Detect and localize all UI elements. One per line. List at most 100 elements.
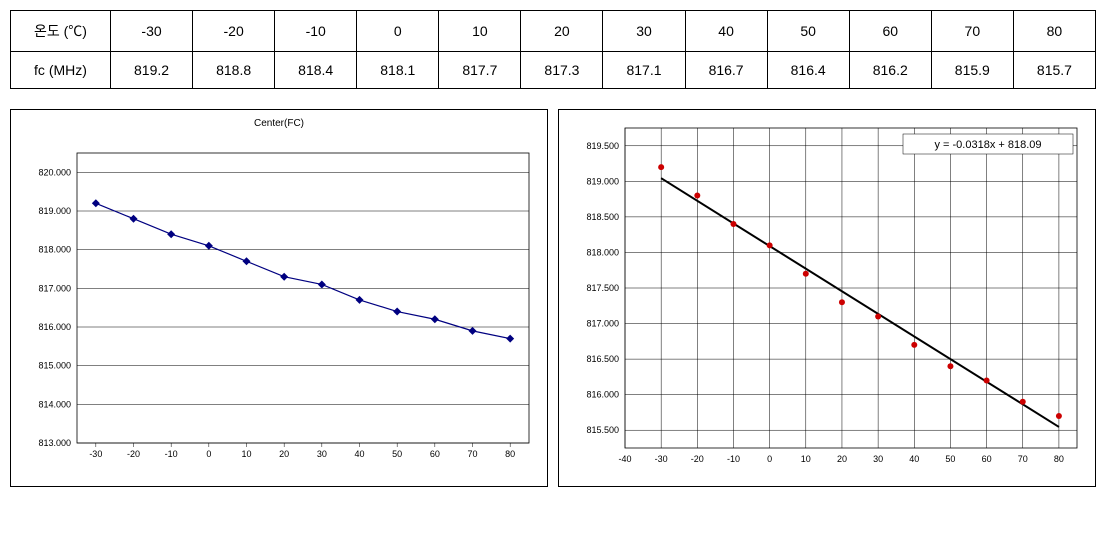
table-cell: 815.7 [1013,52,1095,89]
chart-right-marker [658,164,664,170]
chart-right: 815.500 816.000 816.500 817.000 817.500 818.0… [567,118,1087,478]
svg-text:50: 50 [945,454,955,464]
chart-left-marker [167,230,175,238]
svg-text:70: 70 [1018,454,1028,464]
svg-text:-10: -10 [165,449,178,459]
svg-text:0: 0 [767,454,772,464]
charts-row: Center(FC) 813.000814.000815.000816.0008… [10,109,1096,487]
table-header-cell: -10 [275,11,357,52]
chart-left-marker [130,215,138,223]
svg-text:817.000: 817.000 [38,283,71,293]
chart-right-marker [911,342,917,348]
chart-left-marker [280,273,288,281]
svg-text:60: 60 [430,449,440,459]
chart-right-marker [730,221,736,227]
table-cell: 818.8 [193,52,275,89]
table-header-cell: 30 [603,11,685,52]
table-cell: 818.1 [357,52,439,89]
table-cell: 816.4 [767,52,849,89]
svg-text:-40: -40 [618,454,631,464]
table-cell: 817.3 [521,52,603,89]
svg-text:80: 80 [505,449,515,459]
table-header-cell: 60 [849,11,931,52]
chart-right-marker [803,271,809,277]
table-cell: 816.7 [685,52,767,89]
chart-left-marker [393,308,401,316]
svg-text:816.500: 816.500 [586,354,619,364]
svg-text:816.000: 816.000 [586,390,619,400]
table-cell: 819.2 [111,52,193,89]
table-cell: 817.1 [603,52,685,89]
svg-text:0: 0 [206,449,211,459]
table-header-cell: 80 [1013,11,1095,52]
table-cell: 816.2 [849,52,931,89]
svg-text:-30: -30 [655,454,668,464]
svg-text:818.000: 818.000 [586,247,619,257]
chart-right-marker [1020,399,1026,405]
table-header-label: 온도 (℃) [11,11,111,52]
svg-text:60: 60 [982,454,992,464]
svg-text:818.500: 818.500 [586,212,619,222]
svg-text:819.000: 819.000 [38,206,71,216]
chart-left-marker [506,335,514,343]
table-header-cell: 70 [931,11,1013,52]
chart-right-box: 815.500 816.000 816.500 817.000 817.500 818.0… [558,109,1096,487]
svg-text:50: 50 [392,449,402,459]
svg-text:818.000: 818.000 [38,245,71,255]
chart-left-marker [92,199,100,207]
svg-text:40: 40 [354,449,364,459]
chart-right-marker [984,377,990,383]
chart-right-marker [767,242,773,248]
svg-text:-10: -10 [727,454,740,464]
chart-left-marker [205,242,213,250]
svg-text:815.000: 815.000 [38,361,71,371]
table-header-cell: 50 [767,11,849,52]
chart-left-marker [243,257,251,265]
chart-left-box: Center(FC) 813.000814.000815.000816.0008… [10,109,548,487]
svg-text:820.000: 820.000 [38,167,71,177]
svg-text:814.000: 814.000 [38,399,71,409]
table-header-cell: -20 [193,11,275,52]
svg-text:819.000: 819.000 [586,176,619,186]
svg-text:816.000: 816.000 [38,322,71,332]
chart-left-marker [431,315,439,323]
svg-text:-20: -20 [691,454,704,464]
chart-right-marker [839,299,845,305]
svg-text:20: 20 [837,454,847,464]
chart-left-marker [318,280,326,288]
table-header-cell: -30 [111,11,193,52]
svg-text:30: 30 [317,449,327,459]
svg-text:10: 10 [801,454,811,464]
chart-left: 813.000 814.000 815.000 816.000 817.000 818.0… [19,133,539,473]
chart-left-marker [356,296,364,304]
table-row-label: fc (MHz) [11,52,111,89]
svg-text:30: 30 [873,454,883,464]
svg-text:817.000: 817.000 [586,319,619,329]
svg-text:40: 40 [909,454,919,464]
svg-text:-30: -30 [89,449,102,459]
table-header-cell: 0 [357,11,439,52]
table-header-cell: 10 [439,11,521,52]
table-header-cell: 40 [685,11,767,52]
svg-text:813.000: 813.000 [38,438,71,448]
svg-text:-20: -20 [127,449,140,459]
equation-label: y = -0.0318x + 818.09 [934,139,1041,151]
svg-text:20: 20 [279,449,289,459]
data-table: 온도 (℃)-30-20-1001020304050607080 fc (MHz)… [10,10,1096,89]
svg-text:80: 80 [1054,454,1064,464]
chart-right-marker [1056,413,1062,419]
svg-text:817.500: 817.500 [586,283,619,293]
chart-right-marker [947,363,953,369]
svg-text:70: 70 [467,449,477,459]
table-cell: 818.4 [275,52,357,89]
svg-text:815.500: 815.500 [586,425,619,435]
table-header-cell: 20 [521,11,603,52]
chart-left-marker [469,327,477,335]
table-cell: 817.7 [439,52,521,89]
table-cell: 815.9 [931,52,1013,89]
chart-right-marker [694,193,700,199]
svg-text:819.500: 819.500 [586,141,619,151]
chart-left-title: Center(FC) [19,118,539,129]
chart-right-marker [875,313,881,319]
svg-text:10: 10 [241,449,251,459]
